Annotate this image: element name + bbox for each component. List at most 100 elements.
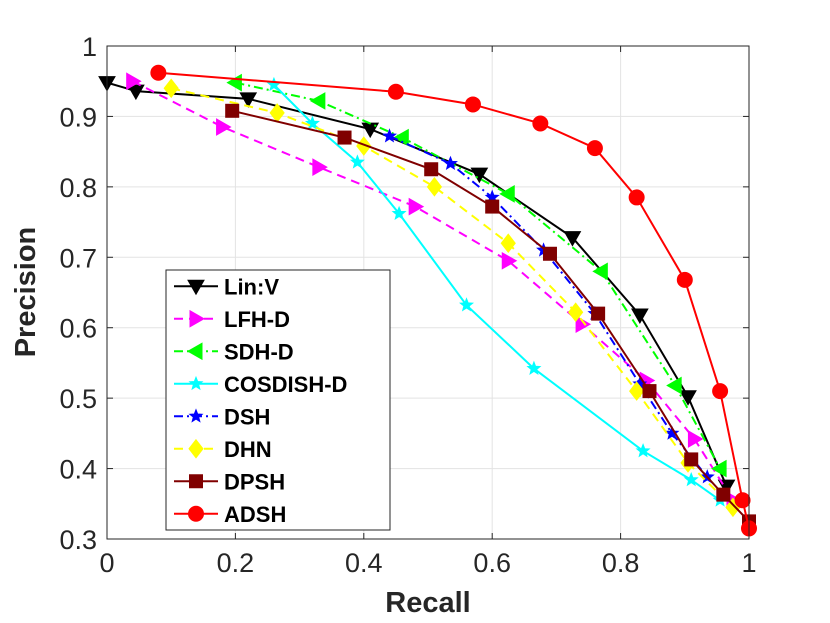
data-point (225, 103, 240, 118)
data-point (381, 128, 397, 143)
data-point (126, 72, 142, 91)
plot-frame (106, 45, 750, 540)
y-tick-label: 0.6 (59, 314, 97, 344)
legend-label: DSH (224, 404, 270, 429)
legend-entry: SDH-D (174, 339, 294, 364)
legend-label: ADSH (224, 502, 286, 527)
data-point (485, 199, 500, 214)
data-point (309, 92, 326, 110)
legend-label: DHN (224, 437, 272, 462)
legend-swatch-marker (186, 342, 203, 361)
legend-swatch-marker (188, 438, 204, 459)
data-point (683, 471, 699, 487)
legend-entry: DHN (174, 437, 272, 462)
data-point (542, 246, 557, 261)
legend-entry: DSH (174, 404, 270, 429)
legend-label: SDH-D (224, 339, 294, 364)
data-point (712, 383, 729, 400)
legend-entry: COSDISH-D (174, 372, 347, 397)
data-point (408, 197, 425, 216)
legend-swatch-marker (188, 408, 204, 423)
legend-swatch-marker (188, 505, 204, 522)
x-tick-label: 0.4 (345, 548, 383, 578)
legend-entry: ADSH (174, 502, 286, 527)
data-point (391, 205, 407, 220)
legend-swatch-marker (188, 375, 204, 391)
series-line (132, 80, 734, 501)
data-point (150, 64, 167, 81)
y-axis-title: Precision (10, 227, 42, 358)
data-point (532, 115, 549, 132)
data-point (304, 115, 320, 130)
data-point (592, 262, 608, 281)
data-point (442, 155, 458, 170)
x-axis-title: Recall (385, 587, 470, 619)
data-point (684, 452, 699, 467)
legend-label: DPSH (224, 469, 285, 494)
legend-box (165, 269, 391, 531)
legend-label: LFH-D (224, 307, 290, 332)
x-tick-label: 0 (99, 548, 114, 578)
data-point (216, 118, 232, 136)
data-point (349, 154, 365, 169)
data-point (676, 271, 693, 288)
data-point (628, 189, 645, 206)
data-point (459, 297, 475, 312)
series-layer (98, 64, 757, 537)
legend-entry: LFH-D (174, 307, 290, 332)
data-point (470, 167, 489, 184)
series-line (231, 109, 750, 523)
data-point (664, 425, 680, 440)
data-point (687, 430, 704, 448)
data-point (642, 384, 657, 399)
data-point (586, 140, 603, 157)
data-point (711, 459, 727, 478)
data-point (568, 302, 584, 323)
series-adsh (150, 64, 757, 537)
data-point (312, 158, 328, 176)
data-point (734, 492, 751, 509)
y-tick-label: 0.3 (59, 525, 97, 555)
data-point (239, 92, 258, 108)
y-tick-label: 0.4 (59, 455, 97, 485)
data-point (526, 360, 542, 375)
data-point (716, 487, 731, 502)
series-dhn (163, 78, 741, 518)
legend-entry: DPSH (174, 469, 285, 494)
legend: Lin:V LFH-D SDH-D COSDISH-D DSH DHN DPSH ADSH (165, 269, 391, 531)
x-tick-label: 0.8 (602, 548, 640, 578)
data-point (630, 308, 649, 325)
y-tick-label: 0.7 (59, 243, 97, 273)
data-point (163, 78, 179, 99)
x-tick-label: 1 (741, 548, 756, 578)
legend-swatch-marker (189, 309, 206, 328)
series-line (158, 71, 750, 529)
y-tick-label: 1 (82, 32, 97, 62)
data-point (426, 177, 443, 197)
data-point (499, 185, 515, 203)
data-point (387, 83, 404, 100)
x-tick-label: 0.2 (217, 548, 255, 578)
y-tick-label: 0.8 (59, 173, 97, 203)
data-point (424, 162, 439, 177)
data-point (666, 376, 682, 395)
series-line (389, 135, 709, 478)
data-point (563, 231, 582, 247)
legend-label: Lin:V (224, 274, 279, 299)
data-point (635, 443, 651, 458)
x-tick-label: 0.6 (473, 548, 511, 578)
data-point (500, 233, 516, 254)
data-point (464, 96, 481, 113)
axis-ticks: 0 0.2 0.4 0.6 0.8 1 0.3 0.4 0.5 0.6 0.7 0.8 0.9 1 (59, 32, 756, 578)
legend-swatch-marker (189, 474, 203, 489)
y-tick-label: 0.5 (59, 384, 97, 414)
data-point (591, 306, 606, 321)
legend-swatch-marker (187, 279, 205, 296)
y-tick-label: 0.9 (59, 102, 97, 132)
data-point (337, 130, 352, 145)
data-point (501, 251, 518, 270)
legend-label: COSDISH-D (224, 372, 347, 397)
data-point (127, 84, 145, 101)
legend-entry: Lin:V (174, 274, 279, 299)
